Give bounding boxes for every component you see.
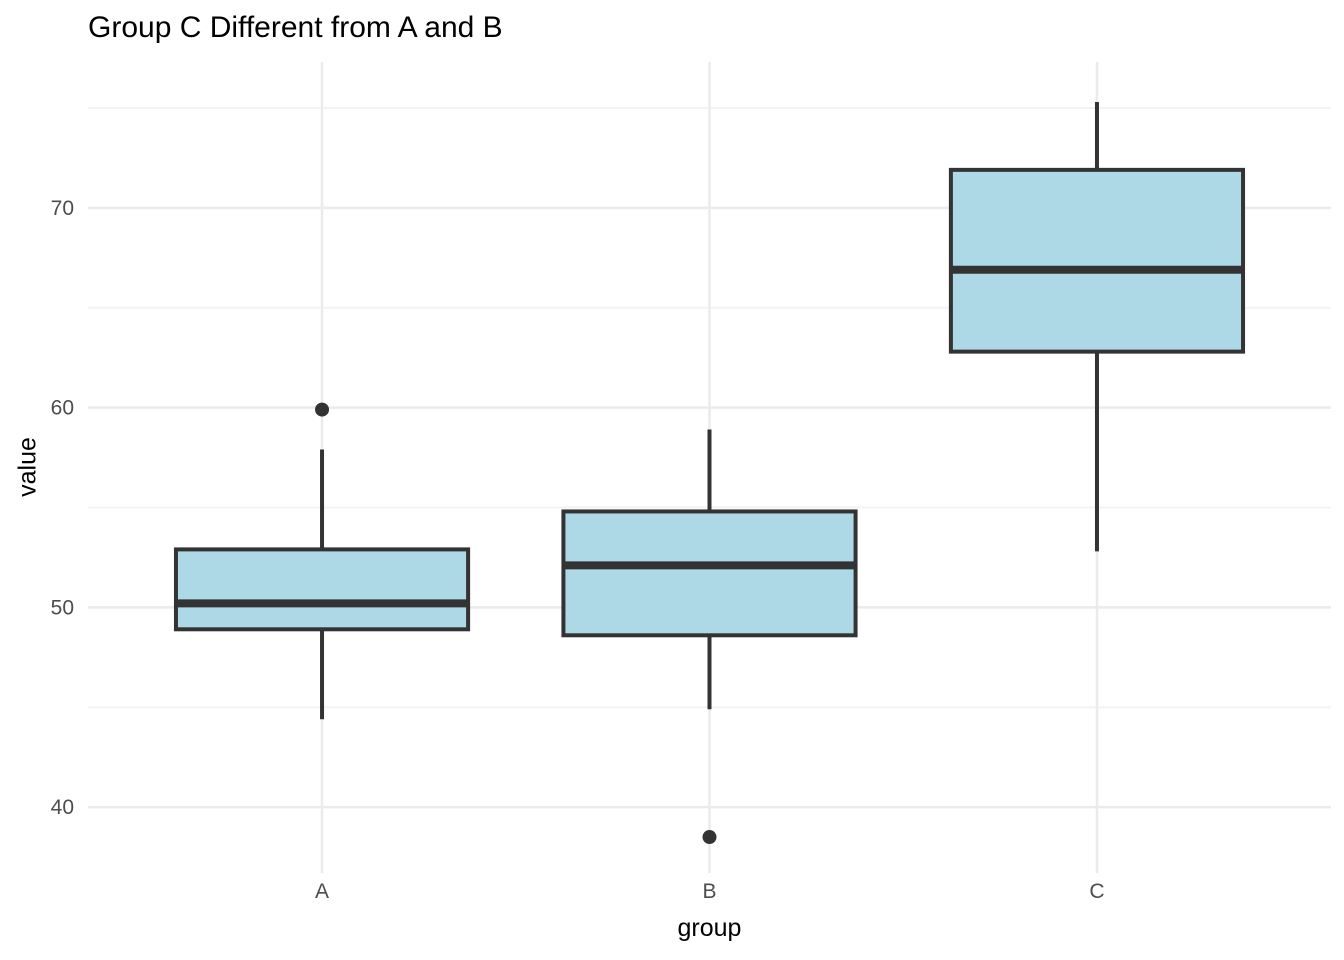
box-B	[561, 509, 858, 638]
outlier-point-A	[315, 402, 330, 417]
y-tick-label: 70	[51, 197, 74, 220]
x-axis-title: group	[677, 914, 742, 942]
chart-title: Group C Different from A and B	[88, 11, 503, 44]
box-A	[173, 547, 471, 632]
outlier-point-B	[702, 830, 717, 845]
box-C	[948, 167, 1246, 354]
x-tick-label: B	[702, 880, 716, 903]
y-tick-label: 50	[51, 596, 74, 619]
x-tick-label: A	[315, 880, 329, 903]
y-tick-label: 60	[51, 397, 74, 420]
x-tick-label: C	[1089, 880, 1104, 903]
y-tick-label: 40	[51, 796, 74, 819]
